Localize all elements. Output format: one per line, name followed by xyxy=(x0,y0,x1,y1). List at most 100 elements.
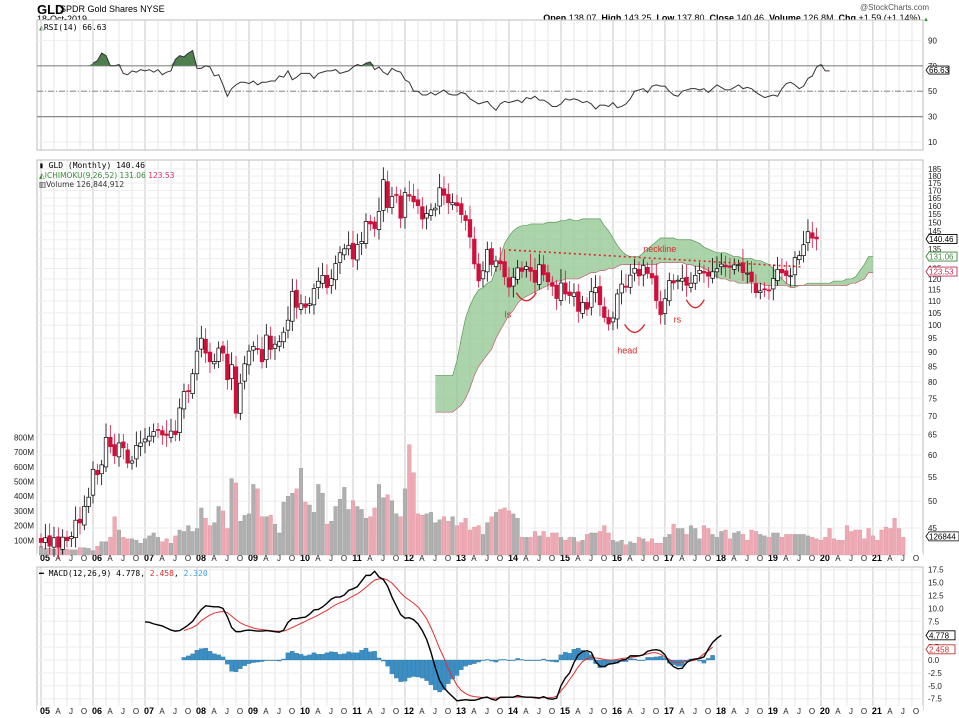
volume-bar xyxy=(142,538,147,556)
volume-bar xyxy=(116,529,121,556)
date-label: O xyxy=(549,707,555,716)
candle xyxy=(142,428,148,454)
volume-bar xyxy=(688,525,693,556)
macd-histogram-bar xyxy=(511,659,516,661)
candle xyxy=(389,187,395,215)
volume-bar xyxy=(511,513,516,556)
macd-line xyxy=(144,570,722,702)
macd-histogram-bar xyxy=(424,659,429,681)
date-label: A xyxy=(887,707,893,716)
macd-histogram-bar xyxy=(485,659,490,661)
macd-tick: 10.0 xyxy=(928,604,944,613)
price-tick: 150 xyxy=(928,218,942,227)
volume-bar xyxy=(649,538,654,556)
volume-bar xyxy=(420,515,425,556)
macd-histogram-bar xyxy=(368,651,373,661)
candle-body xyxy=(489,248,494,265)
volume-bar xyxy=(463,518,468,556)
candle xyxy=(684,264,689,297)
candle-body xyxy=(593,287,598,294)
date-label: J xyxy=(225,554,229,563)
candle xyxy=(194,337,200,381)
candle xyxy=(43,523,48,550)
candle-body xyxy=(77,518,83,524)
date-label: 14 xyxy=(508,553,518,563)
volume-bar xyxy=(90,550,95,556)
date-label: O xyxy=(601,554,607,563)
volume-bar xyxy=(506,510,511,556)
price-tick: 155 xyxy=(928,210,942,219)
macd-histogram-bar xyxy=(251,659,256,663)
price-tick: 75 xyxy=(928,394,937,403)
volume-bar xyxy=(415,513,420,556)
candle xyxy=(251,341,256,362)
volume-bar xyxy=(346,509,351,556)
candle-body xyxy=(480,270,486,280)
candle xyxy=(415,188,421,214)
candle-body xyxy=(90,468,96,496)
candle-body xyxy=(684,276,689,286)
date-label: 21 xyxy=(872,553,882,563)
volume-bar xyxy=(697,538,702,556)
price-legend: ▮ GLD (Monthly) 140.46 xyxy=(39,161,145,170)
volume-bar xyxy=(831,538,836,556)
macd-histogram-bar xyxy=(225,659,230,665)
candle-body xyxy=(615,293,620,320)
candle xyxy=(654,263,659,309)
volume-bar xyxy=(745,540,750,556)
candle-body xyxy=(541,264,546,276)
macd-histogram-bar xyxy=(450,659,455,680)
date-label: J xyxy=(745,707,749,716)
left-shoulder-label: ls xyxy=(505,310,512,320)
volume-bar xyxy=(43,548,48,556)
left-shoulder-arc xyxy=(515,292,537,302)
candle-body xyxy=(82,506,87,526)
date-label: 15 xyxy=(560,706,570,716)
candle xyxy=(472,226,477,270)
candle xyxy=(272,336,278,360)
open-label: Open xyxy=(543,13,567,23)
volume-value-tag xyxy=(925,531,959,542)
volume-bar xyxy=(190,531,195,556)
volume-bar xyxy=(615,541,620,556)
volume-bar xyxy=(836,540,841,556)
volume-bar xyxy=(875,540,880,556)
date-label: A xyxy=(263,707,269,716)
date-label: O xyxy=(445,554,451,563)
volume-bar xyxy=(342,487,347,556)
copyright: @StockCharts.com xyxy=(859,3,929,12)
price-close-tag-text: 140.46 xyxy=(929,235,954,244)
candle-body xyxy=(194,350,200,375)
macd-histogram-bar xyxy=(563,652,568,661)
macd-histogram-bar xyxy=(498,659,503,661)
date-label: O xyxy=(497,707,503,716)
macd-histogram-bar xyxy=(571,649,577,661)
price-tick: 100 xyxy=(928,321,942,330)
date-label: J xyxy=(433,554,437,563)
macd-histogram-bar xyxy=(697,659,702,662)
volume-tick: 500M xyxy=(14,478,34,487)
rsi-tick: 10 xyxy=(928,138,937,147)
candle xyxy=(446,183,451,215)
candle-body xyxy=(125,449,130,464)
candle-body xyxy=(350,242,356,260)
price-legend-text: GLD (Monthly) 140.46 xyxy=(48,161,145,170)
candle-body xyxy=(441,188,447,196)
candle-body xyxy=(628,274,633,288)
macd-histogram-bar xyxy=(467,659,473,665)
macd-histogram-bar xyxy=(415,659,421,678)
volume-bar xyxy=(762,535,767,556)
candle xyxy=(762,282,767,298)
candle xyxy=(532,258,538,294)
macd-histogram-bar xyxy=(407,659,412,678)
macd-histogram-bar xyxy=(459,659,464,670)
volume-bar xyxy=(758,534,763,556)
candle xyxy=(727,257,733,279)
price-close-tag xyxy=(925,233,958,244)
macd-histogram-bar xyxy=(307,654,312,661)
ichimoku-base-tag-text: 123.53 xyxy=(929,268,954,277)
volume-bar xyxy=(454,525,459,556)
candle xyxy=(350,230,356,268)
date-label: O xyxy=(445,707,451,716)
date-label: 08 xyxy=(196,553,206,563)
